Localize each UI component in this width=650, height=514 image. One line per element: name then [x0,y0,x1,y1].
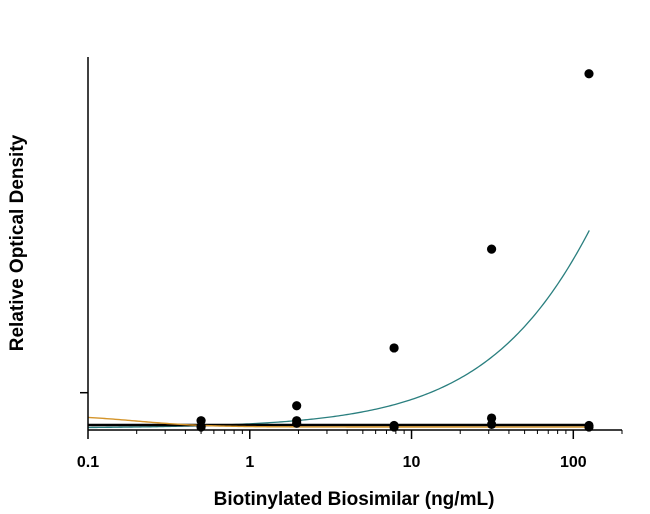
data-point [196,416,206,426]
data-point [584,420,594,431]
x-axis-ticks [87,430,623,439]
data-point [486,413,497,423]
data-point [486,419,497,430]
x-tick-label: 10 [403,454,421,471]
y-axis-title: Relative Optical Density [7,134,28,351]
data-point [584,69,594,79]
fit-curve-1 [87,230,590,429]
fit-curves [87,230,590,429]
x-tick-label: 0.1 [77,454,99,471]
data-point [486,244,497,254]
data-point [389,343,399,353]
plot-area [87,69,594,432]
x-axis-tick-labels: 0.1 1 10 100 [77,454,587,471]
x-tick-label: 1 [245,454,254,471]
data-points [196,69,594,432]
fit-curve-4 [87,416,590,428]
x-axis-title: Biotinylated Biosimilar (ng/mL) [214,489,495,510]
x-tick-label: 100 [560,454,587,471]
data-point [292,401,302,411]
data-point [389,420,399,431]
data-point [292,416,302,426]
